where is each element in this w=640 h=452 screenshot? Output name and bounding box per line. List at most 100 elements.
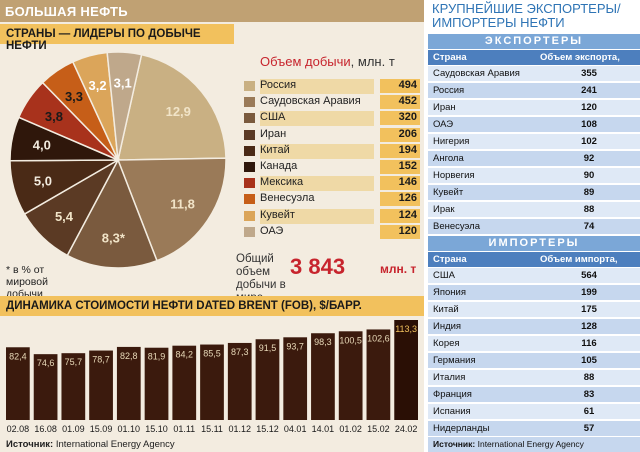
table-row: Германия 105 bbox=[428, 353, 640, 369]
legend-volume: 124 bbox=[380, 208, 420, 223]
legend-volume: 120 bbox=[380, 224, 420, 239]
importers-band: ИМПОРТЕРЫ bbox=[428, 236, 640, 251]
source-right: Источник: International Energy Agency bbox=[428, 437, 640, 452]
main-title: БОЛЬШАЯ НЕФТЬ bbox=[0, 0, 424, 22]
pie-slice-label: 8,3* bbox=[102, 231, 126, 246]
bar bbox=[33, 354, 58, 420]
exporters-band: ЭКСПОРТЕРЫ bbox=[428, 34, 640, 49]
legend-swatch bbox=[244, 81, 255, 91]
table-cell-value: 105 bbox=[581, 355, 597, 366]
bar bbox=[227, 342, 252, 420]
pie-slice bbox=[106, 51, 143, 161]
bar-value-label: 102,6 bbox=[367, 333, 390, 343]
pie-slice-label: 3,2 bbox=[89, 78, 107, 93]
table-row: ОАЭ 108 bbox=[428, 117, 640, 133]
bar-tick-label: 01.10 bbox=[118, 424, 141, 434]
total-unit: млн. т bbox=[380, 262, 417, 276]
bar-value-label: 85,5 bbox=[203, 349, 221, 359]
pie-footnote-text: * в % от мировой добычи bbox=[6, 264, 48, 300]
bar-tick-label: 15.12 bbox=[256, 424, 279, 434]
bar-tick-label: 01.02 bbox=[339, 424, 362, 434]
legend-row: ОАЭ 120 bbox=[242, 224, 424, 240]
bar-tick-label: 16.08 bbox=[34, 424, 57, 434]
exporters-head-country: Страна bbox=[433, 52, 467, 63]
table-row: Индия 128 bbox=[428, 319, 640, 335]
table-cell-country: Ирак bbox=[433, 204, 455, 215]
table-cell-value: 83 bbox=[583, 389, 595, 400]
pie-slice bbox=[116, 157, 227, 262]
table-cell-value: 128 bbox=[581, 321, 597, 332]
table-row: Япония 199 bbox=[428, 285, 640, 301]
bar-value-label: 84,2 bbox=[176, 350, 194, 360]
bar-tick-label: 15.11 bbox=[201, 424, 223, 434]
bar bbox=[61, 353, 86, 420]
table-row: Россия 241 bbox=[428, 83, 640, 99]
pie-slice bbox=[66, 158, 158, 269]
table-cell-country: Япония bbox=[433, 287, 466, 298]
bar-value-label: 100,5 bbox=[339, 335, 362, 345]
source-label: Источник: bbox=[6, 439, 54, 450]
table-cell-country: Венесуэла bbox=[433, 221, 481, 232]
bar-value-label: 98,3 bbox=[314, 337, 332, 347]
table-cell-country: Корея bbox=[433, 338, 460, 349]
bar bbox=[6, 347, 30, 420]
bar-tick-label: 24.02 bbox=[395, 424, 418, 434]
legend-row: Кувейт 124 bbox=[242, 208, 424, 224]
legend-swatch bbox=[244, 226, 255, 237]
bar-value-label: 81,9 bbox=[148, 352, 166, 362]
table-cell-country: Кувейт bbox=[433, 187, 464, 198]
legend-country: Китай bbox=[260, 143, 374, 159]
table-cell-country: Нигерия bbox=[433, 136, 470, 147]
table-cell-country: Индия bbox=[433, 321, 462, 332]
table-cell-value: 89 bbox=[583, 187, 595, 198]
pie-slice-label: 4,0 bbox=[33, 138, 51, 153]
bar-tick-label: 15.02 bbox=[367, 424, 390, 434]
bar-value-label: 82,8 bbox=[120, 351, 138, 361]
legend-swatch bbox=[244, 129, 255, 140]
legend-swatch bbox=[244, 194, 255, 205]
legend-volume: 152 bbox=[380, 159, 420, 174]
table-row: Кувейт 89 bbox=[428, 185, 640, 201]
legend-country: ОАЭ bbox=[260, 224, 284, 237]
legend-volume: 206 bbox=[380, 127, 420, 142]
table-row: Саудовская Аравия 355 bbox=[428, 66, 640, 82]
bar-tick-label: 15.10 bbox=[145, 424, 168, 434]
bar-value-label: 93,7 bbox=[286, 341, 304, 351]
table-cell-country: Франция bbox=[433, 389, 472, 400]
bar-tick-label: 14.01 bbox=[312, 424, 335, 434]
table-cell-country: Иран bbox=[433, 102, 456, 113]
table-row: Венесуэла 74 bbox=[428, 219, 640, 235]
table-cell-value: 108 bbox=[581, 119, 597, 130]
table-row: Испания 61 bbox=[428, 404, 640, 420]
legend-volume: 494 bbox=[380, 79, 420, 93]
table-cell-value: 241 bbox=[581, 85, 597, 96]
legend-country: Мексика bbox=[260, 176, 374, 192]
table-cell-value: 92 bbox=[583, 153, 595, 164]
table-cell-country: США bbox=[433, 270, 455, 281]
bar-chart-svg: 82,4 02.08 74,6 16.08 75,7 01.09 78,7 15.09 82,8… bbox=[6, 320, 418, 434]
table-row: Нигерия 102 bbox=[428, 134, 640, 150]
bar-tick-label: 01.11 bbox=[173, 424, 195, 434]
table-row: США 564 bbox=[428, 268, 640, 284]
bar-chart: 82,4 02.08 74,6 16.08 75,7 01.09 78,7 15.09 82,8… bbox=[0, 316, 424, 438]
source-left: Источник: International Energy Agency bbox=[6, 439, 175, 450]
table-cell-country: Норвегия bbox=[433, 170, 475, 181]
bar-value-label: 74,6 bbox=[37, 358, 55, 368]
legend-swatch bbox=[244, 161, 255, 172]
bar-value-label: 91,5 bbox=[259, 343, 277, 353]
bar bbox=[366, 329, 391, 420]
pie-slice-label: 3,3 bbox=[65, 89, 83, 104]
table-cell-country: Китай bbox=[433, 304, 459, 315]
bar bbox=[116, 346, 141, 420]
section-title-brent: ДИНАМИКА СТОИМОСТИ НЕФТИ DATED BRENT (FO… bbox=[0, 296, 424, 316]
table-cell-value: 74 bbox=[583, 221, 595, 232]
table-row: Ирак 88 bbox=[428, 202, 640, 218]
legend-country: США bbox=[260, 111, 374, 127]
total-label: Общий объем добычи в мире bbox=[236, 253, 286, 304]
legend-country: Кувейт bbox=[260, 208, 374, 224]
legend-volume: 452 bbox=[380, 95, 420, 110]
left-panel: БОЛЬШАЯ НЕФТЬ СТРАНЫ — ЛИДЕРЫ ПО ДОБЫЧЕ … bbox=[0, 0, 424, 452]
bar bbox=[283, 337, 308, 420]
bar-value-label: 78,7 bbox=[92, 355, 110, 365]
volume-title-main: Объем добычи bbox=[260, 54, 351, 69]
